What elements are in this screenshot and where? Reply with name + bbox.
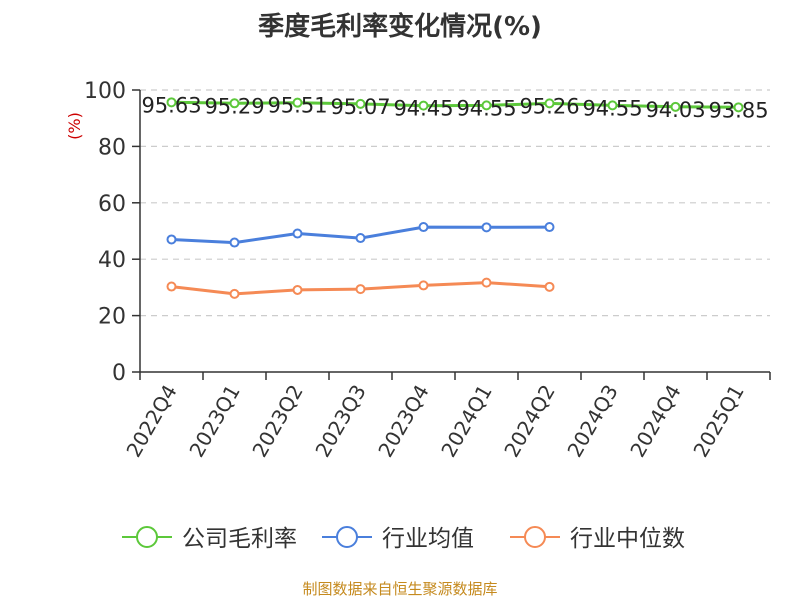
legend-marker [136, 526, 158, 548]
x-tick-label: 2023Q1 [184, 381, 244, 462]
y-tick-label: 100 [84, 79, 126, 104]
data-point [355, 233, 366, 244]
data-label: 94.45 [393, 97, 453, 121]
data-label: 95.63 [141, 93, 201, 117]
data-point [292, 284, 303, 295]
x-tick-label: 2025Q1 [688, 381, 748, 462]
data-point [418, 222, 429, 233]
x-tick-label: 2023Q3 [310, 381, 370, 462]
series-line [171, 100, 739, 109]
data-label: 94.03 [645, 98, 705, 122]
data-label: 95.07 [330, 95, 390, 119]
data-point [229, 98, 240, 109]
data-point [229, 237, 240, 248]
data-point [418, 100, 429, 111]
data-label: 93.85 [708, 98, 768, 122]
x-tick-label: 2024Q4 [625, 381, 685, 462]
chart-title: 季度毛利率变化情况(%) [258, 12, 542, 42]
data-label: 95.26 [519, 94, 579, 118]
y-tick-label: 20 [98, 305, 126, 330]
legend-label: 行业中位数 [570, 526, 685, 552]
data-point [355, 284, 366, 295]
data-point [733, 102, 744, 113]
data-point [544, 98, 555, 109]
data-point [544, 281, 555, 292]
y-tick-label: 40 [98, 248, 126, 273]
legend-label: 公司毛利率 [182, 526, 297, 552]
y-tick-label: 0 [112, 361, 126, 386]
x-tick-label: 2024Q1 [436, 381, 496, 462]
x-tick-label: 2023Q2 [247, 381, 307, 462]
data-point [166, 281, 177, 292]
data-point [229, 288, 240, 299]
legend-marker [336, 526, 358, 548]
x-tick-label: 2023Q4 [373, 381, 433, 462]
data-point [292, 97, 303, 108]
data-point [166, 97, 177, 108]
data-point [166, 234, 177, 245]
x-tick-label: 2024Q3 [562, 381, 622, 462]
legend-marker [524, 526, 546, 548]
data-point [544, 222, 555, 233]
data-point [481, 277, 492, 288]
x-tick-label: 2022Q4 [121, 381, 181, 462]
x-tick-label: 2024Q2 [499, 381, 559, 462]
data-point [481, 222, 492, 233]
data-label: 94.55 [456, 96, 516, 120]
data-label: 94.55 [582, 96, 642, 120]
data-point [481, 100, 492, 111]
data-label: 95.29 [204, 94, 264, 118]
y-tick-label: 60 [98, 192, 126, 217]
data-point [418, 280, 429, 291]
data-label: 95.51 [267, 94, 327, 118]
data-point [607, 100, 618, 111]
y-tick-label: 80 [98, 135, 126, 160]
data-point [670, 101, 681, 112]
legend-label: 行业均值 [382, 526, 474, 552]
data-point [355, 98, 366, 109]
data-point [292, 228, 303, 239]
y-axis-unit-label: (%) [65, 112, 84, 140]
data-source-note: 制图数据来自恒生聚源数据库 [302, 580, 498, 598]
